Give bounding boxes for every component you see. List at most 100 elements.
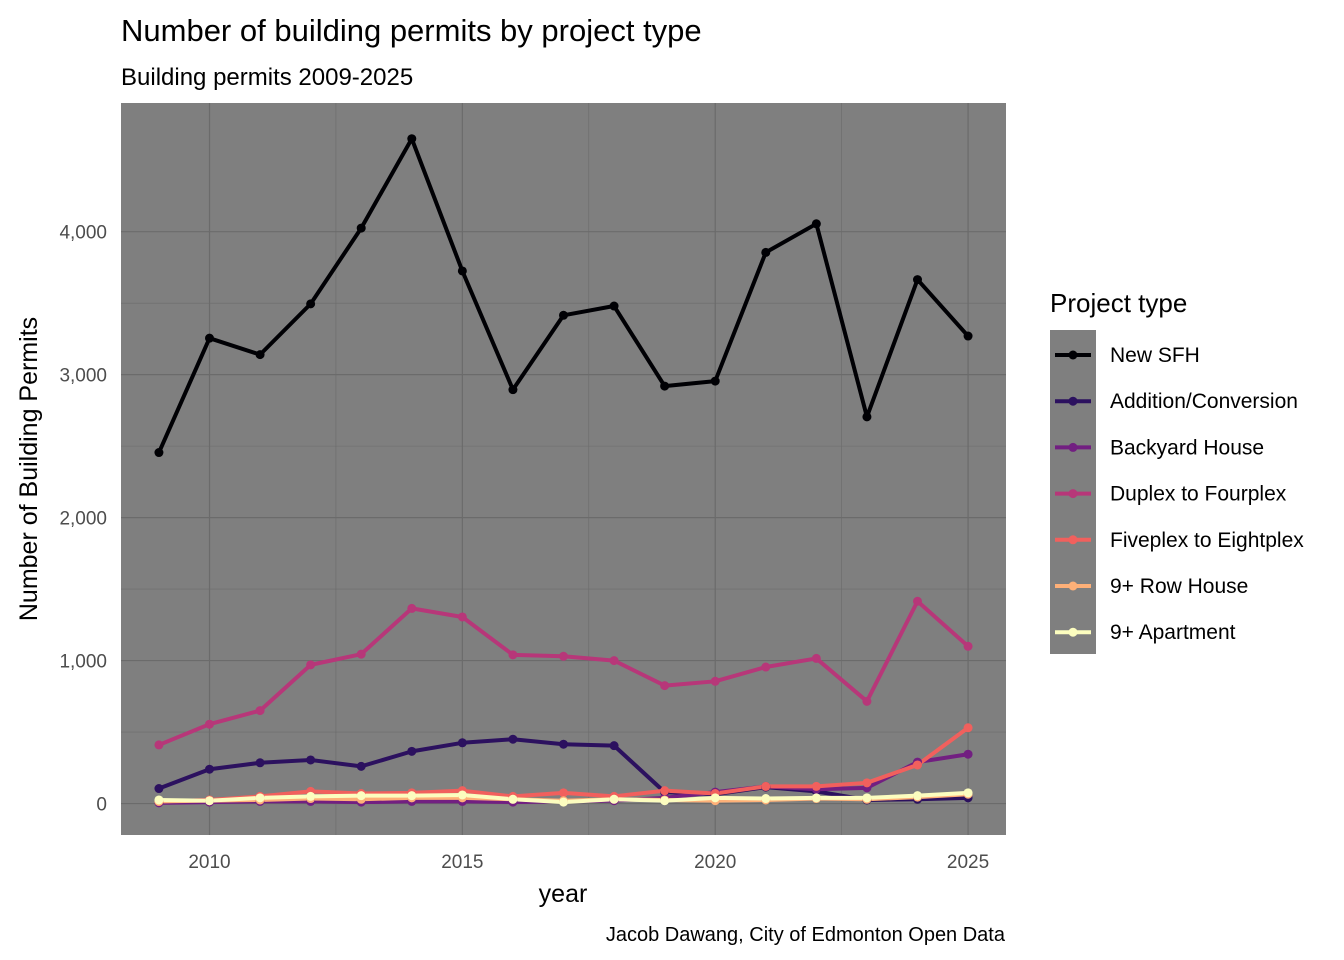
x-tick-label: 2010 (188, 852, 230, 873)
data-point-addition-conversion (154, 784, 164, 794)
data-point-backyard-house (963, 749, 973, 759)
data-point-new-sfh (356, 223, 366, 233)
data-point-duplex-to-fourplex (609, 656, 619, 666)
data-point-duplex-to-fourplex (205, 719, 214, 729)
legend-item-addition-conversion: Addition/Conversion (1055, 390, 1298, 413)
data-point-new-sfh (963, 331, 973, 341)
legend-item-9-row-house: 9+ Row House (1055, 575, 1248, 598)
legend-label: 9+ Apartment (1110, 621, 1236, 644)
data-point-fiveplex-to-eightplex (559, 788, 568, 798)
x-axis-title: year (539, 880, 588, 908)
chart-subtitle: Building permits 2009-2025 (121, 64, 413, 91)
data-point-new-sfh (255, 350, 265, 360)
data-point-9-apartment (862, 793, 872, 803)
legend-label: Duplex to Fourplex (1110, 483, 1287, 506)
legend-item-9-apartment: 9+ Apartment (1055, 621, 1236, 644)
data-point-duplex-to-fourplex (811, 653, 821, 663)
data-point-new-sfh (811, 219, 821, 229)
chart-caption: Jacob Dawang, City of Edmonton Open Data (606, 924, 1006, 946)
data-point-9-apartment (609, 794, 619, 804)
data-point-fiveplex-to-eightplex (913, 760, 922, 770)
data-point-9-apartment (306, 791, 316, 801)
legend-label: Fiveplex to Eightplex (1110, 529, 1304, 552)
data-point-9-apartment (761, 794, 771, 804)
data-point-duplex-to-fourplex (913, 596, 922, 606)
legend-key-point (1068, 535, 1078, 545)
data-point-fiveplex-to-eightplex (862, 778, 872, 788)
data-point-9-apartment (255, 793, 265, 803)
data-point-duplex-to-fourplex (407, 603, 417, 613)
legend-key-point (1068, 627, 1078, 637)
data-point-duplex-to-fourplex (710, 676, 720, 686)
data-point-9-apartment (154, 795, 164, 805)
data-point-new-sfh (761, 247, 771, 257)
data-point-new-sfh (306, 299, 316, 309)
y-axis-ticks: 0 1,000 2,000 3,000 4,000 (59, 223, 107, 816)
legend-item-backyard-house: Backyard House (1055, 436, 1264, 459)
data-point-duplex-to-fourplex (508, 650, 518, 660)
data-point-addition-conversion (457, 738, 467, 748)
legend-item-duplex-to-fourplex: Duplex to Fourplex (1055, 483, 1287, 506)
data-point-9-apartment (508, 794, 518, 804)
data-point-duplex-to-fourplex (457, 612, 467, 622)
data-point-new-sfh (609, 301, 619, 311)
data-point-9-apartment (913, 791, 922, 801)
data-point-new-sfh (913, 275, 922, 285)
data-point-9-apartment (356, 791, 366, 801)
data-point-new-sfh (559, 310, 568, 320)
data-point-new-sfh (407, 134, 417, 144)
legend-key-point (1068, 442, 1078, 452)
data-point-duplex-to-fourplex (356, 649, 366, 659)
data-point-duplex-to-fourplex (862, 696, 872, 706)
x-tick-label: 2015 (441, 852, 483, 873)
data-point-fiveplex-to-eightplex (761, 781, 771, 791)
y-tick-label: 0 (96, 795, 107, 816)
data-point-duplex-to-fourplex (255, 706, 265, 716)
data-point-duplex-to-fourplex (660, 681, 670, 691)
y-tick-label: 1,000 (59, 652, 107, 673)
data-point-9-apartment (559, 797, 568, 807)
data-point-duplex-to-fourplex (963, 641, 973, 651)
data-point-new-sfh (710, 376, 720, 386)
data-point-9-apartment (811, 793, 821, 803)
data-point-new-sfh (660, 381, 670, 391)
data-point-new-sfh (205, 333, 214, 343)
data-point-9-apartment (205, 796, 214, 806)
data-point-addition-conversion (508, 734, 518, 744)
x-tick-label: 2025 (947, 852, 989, 873)
legend-label: Backyard House (1110, 436, 1264, 459)
data-point-new-sfh (457, 266, 467, 276)
data-point-9-apartment (660, 796, 670, 806)
data-point-fiveplex-to-eightplex (811, 781, 821, 791)
data-point-addition-conversion (205, 764, 214, 774)
data-point-new-sfh (154, 448, 164, 458)
y-axis-title: Number of Building Permits (15, 317, 43, 621)
plot-panel (121, 103, 1006, 835)
x-tick-label: 2020 (694, 852, 736, 873)
data-point-9-apartment (407, 791, 417, 801)
data-point-fiveplex-to-eightplex (660, 786, 670, 796)
data-point-addition-conversion (407, 746, 417, 756)
data-point-addition-conversion (609, 741, 619, 751)
data-point-addition-conversion (559, 739, 568, 749)
data-point-9-apartment (963, 788, 973, 798)
y-tick-label: 4,000 (59, 223, 107, 244)
data-point-new-sfh (508, 385, 518, 395)
data-point-9-apartment (457, 790, 467, 800)
series-points (154, 134, 973, 808)
y-tick-label: 3,000 (59, 366, 107, 387)
data-point-fiveplex-to-eightplex (963, 723, 973, 733)
data-point-new-sfh (862, 412, 872, 422)
data-point-duplex-to-fourplex (306, 660, 316, 670)
legend-item-fiveplex-to-eightplex: Fiveplex to Eightplex (1055, 529, 1304, 552)
data-point-duplex-to-fourplex (761, 662, 771, 672)
data-point-addition-conversion (255, 758, 265, 768)
legend-key-point (1068, 350, 1078, 360)
legend-item-new-sfh: New SFH (1055, 344, 1200, 367)
x-axis-ticks: 2010 2015 2020 2025 (188, 852, 989, 873)
y-tick-label: 2,000 (59, 509, 107, 530)
legend: New SFH Addition/Conversion Backyard House… (1055, 344, 1304, 644)
data-point-duplex-to-fourplex (154, 740, 164, 750)
data-point-addition-conversion (306, 755, 316, 765)
